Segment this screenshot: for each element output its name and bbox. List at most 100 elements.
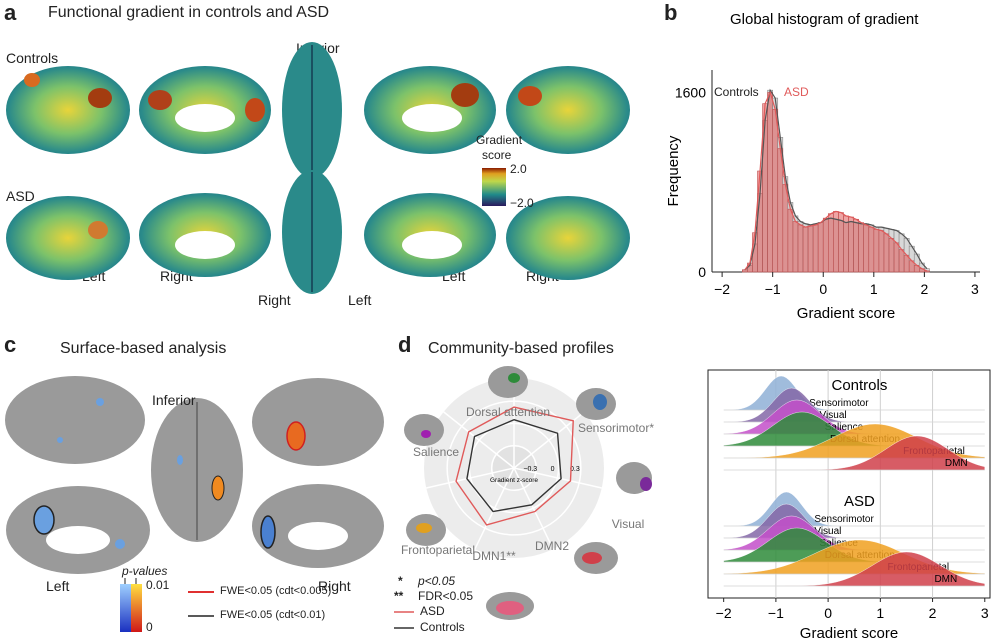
ridgeline-row-label: Sensorimotor bbox=[814, 514, 874, 525]
radar-series-asd bbox=[455, 406, 574, 526]
ridgeline-xlabel: Gradient score bbox=[800, 625, 898, 640]
panel-c-left-label: Left bbox=[46, 578, 70, 594]
histogram-bar-asd bbox=[787, 208, 794, 273]
fwe-legend-black: FWE<0.05 (cdt<0.01) bbox=[220, 609, 326, 621]
colorbar-min: −2.0 bbox=[510, 196, 534, 210]
colorbar-title-2: score bbox=[482, 148, 512, 162]
ridgeline-row-label: DMN bbox=[934, 574, 957, 585]
brain-controls-inferior bbox=[282, 42, 342, 178]
fwe-legend-red: FWE<0.05 (cdt<0.005) bbox=[220, 585, 332, 597]
ridgeline-row-label: Sensorimotor bbox=[809, 398, 869, 409]
pvalues-min: 0 bbox=[146, 620, 153, 634]
brain-dorsal-attention bbox=[488, 366, 528, 398]
radar-spoke bbox=[474, 467, 515, 550]
radar-axis-label: Visual bbox=[612, 517, 644, 531]
panel-c-inferior-label: Inferior bbox=[152, 392, 196, 408]
sig-star: * bbox=[398, 574, 403, 588]
ridgeline-xtick-label: 1 bbox=[876, 605, 884, 621]
community-brains bbox=[404, 366, 652, 620]
radar-spoke bbox=[443, 411, 515, 469]
histogram-bar-asd bbox=[807, 225, 814, 273]
ridgeline-xtick-label: 0 bbox=[824, 605, 832, 621]
histogram-bar-asd bbox=[828, 213, 834, 273]
brain-controls-lateral-right bbox=[506, 66, 630, 154]
panel-c-right-label: Right bbox=[318, 578, 351, 594]
row-label-controls: Controls bbox=[6, 50, 59, 66]
pvalues-max: 0.01 bbox=[146, 578, 170, 592]
brain-salience bbox=[404, 414, 444, 446]
histogram-curve-controls bbox=[744, 88, 928, 271]
radar-axis-label: Frontoparietal bbox=[401, 543, 475, 557]
ridgeline-group-label: Controls bbox=[832, 377, 888, 394]
radar-tick-label: 0.3 bbox=[570, 466, 580, 473]
radar-spoke bbox=[426, 467, 515, 489]
histogram-bar-asd bbox=[893, 242, 900, 273]
colorbar-title-1: Gradient bbox=[476, 133, 523, 147]
histogram-bar-asd bbox=[812, 224, 819, 273]
panel-c-brains bbox=[5, 376, 384, 574]
histogram-bar-asd bbox=[858, 222, 864, 273]
histogram-curve-asd bbox=[744, 90, 928, 272]
ridgeline-xtick-label: 3 bbox=[981, 605, 989, 621]
brain-controls-medial-right bbox=[364, 66, 496, 154]
radar-axis-label: Dorsal attention bbox=[466, 405, 550, 419]
radar-series-controls bbox=[466, 418, 562, 513]
histogram-bar-asd bbox=[848, 216, 854, 273]
panel-c-title: Surface-based analysis bbox=[60, 340, 227, 357]
ridgeline-row-label: DMN bbox=[945, 458, 968, 469]
brain-controls-medial-left bbox=[139, 66, 271, 154]
histogram-bar-asd bbox=[878, 230, 885, 273]
ridgeline-xtick-label: −2 bbox=[716, 605, 732, 621]
histogram-bar-asd bbox=[863, 224, 870, 273]
panel-c-letter: c bbox=[4, 332, 17, 357]
histogram-bar-asd bbox=[853, 218, 859, 273]
histogram-title: Global histogram of gradient bbox=[730, 11, 919, 28]
panel-a-title: Functional gradient in controls and ASD bbox=[48, 4, 330, 21]
brain-gray-lateral-left bbox=[5, 376, 145, 464]
brain-asd-lateral-right bbox=[506, 196, 630, 280]
radar-spoke bbox=[513, 467, 602, 489]
histogram-xtick-label: −2 bbox=[714, 281, 730, 297]
histogram-ylabel: Frequency bbox=[665, 135, 682, 206]
histogram-chart: Global histogram of gradient Gradient sco… bbox=[665, 11, 980, 322]
histogram-bar-asd bbox=[868, 226, 875, 273]
brain-controls-lateral-left bbox=[6, 66, 130, 154]
fwe-legend-lines bbox=[188, 591, 214, 617]
histogram-xtick-label: 2 bbox=[920, 281, 928, 297]
histogram-bar-asd bbox=[873, 229, 880, 273]
radar-center-label: Gradient z-score bbox=[490, 477, 538, 484]
histogram-legend-asd: ASD bbox=[784, 85, 809, 99]
radar-chart: −0.3 0 0.3 Gradient z-score Dorsal attention… bbox=[401, 378, 654, 560]
radar-axis-label: Sensorimotor* bbox=[578, 421, 654, 435]
view-label-right-inferior: Right bbox=[258, 292, 291, 308]
brain-gray-lateral-right bbox=[252, 378, 384, 466]
radar-spoke bbox=[513, 467, 554, 550]
brain-asd-lateral-left bbox=[6, 196, 130, 280]
radar-axis-label: DMN2 bbox=[535, 539, 569, 553]
histogram-bar-asd bbox=[797, 224, 804, 273]
histogram-xtick-label: −1 bbox=[765, 281, 781, 297]
histogram-bar-asd bbox=[888, 238, 895, 273]
radar-axis-label: Salience bbox=[413, 445, 459, 459]
histogram-bar-asd bbox=[777, 148, 784, 273]
sig-double-star-text: FDR<0.05 bbox=[418, 589, 474, 603]
gradient-colorbar bbox=[482, 168, 506, 206]
histogram-legend-controls: Controls bbox=[714, 85, 759, 99]
radar-legend-asd: ASD bbox=[420, 604, 445, 618]
brain-asd-inferior bbox=[282, 170, 342, 294]
histogram-ytick-label: 0 bbox=[698, 264, 706, 280]
ridgeline-xtick-label: 2 bbox=[929, 605, 937, 621]
histogram-xtick-label: 3 bbox=[971, 281, 979, 297]
panel-a-letter: a bbox=[4, 0, 17, 25]
panel-d-title: Community-based profiles bbox=[428, 340, 614, 357]
histogram-bar-asd bbox=[767, 92, 773, 273]
pvalues-colorbar bbox=[120, 578, 142, 632]
radar-tick-label: −0.3 bbox=[523, 466, 537, 473]
histogram-bar-asd bbox=[782, 184, 789, 273]
histogram-bar-asd bbox=[822, 217, 829, 273]
brain-gray-medial-left bbox=[6, 486, 150, 574]
histogram-bar-asd bbox=[792, 221, 799, 273]
histogram-bar-asd bbox=[924, 270, 930, 273]
ridgeline-chart: −2 −1 0 1 2 3 Gradient score Controls Sensorimot… bbox=[707, 369, 991, 640]
brain-asd-medial-right bbox=[364, 193, 496, 277]
